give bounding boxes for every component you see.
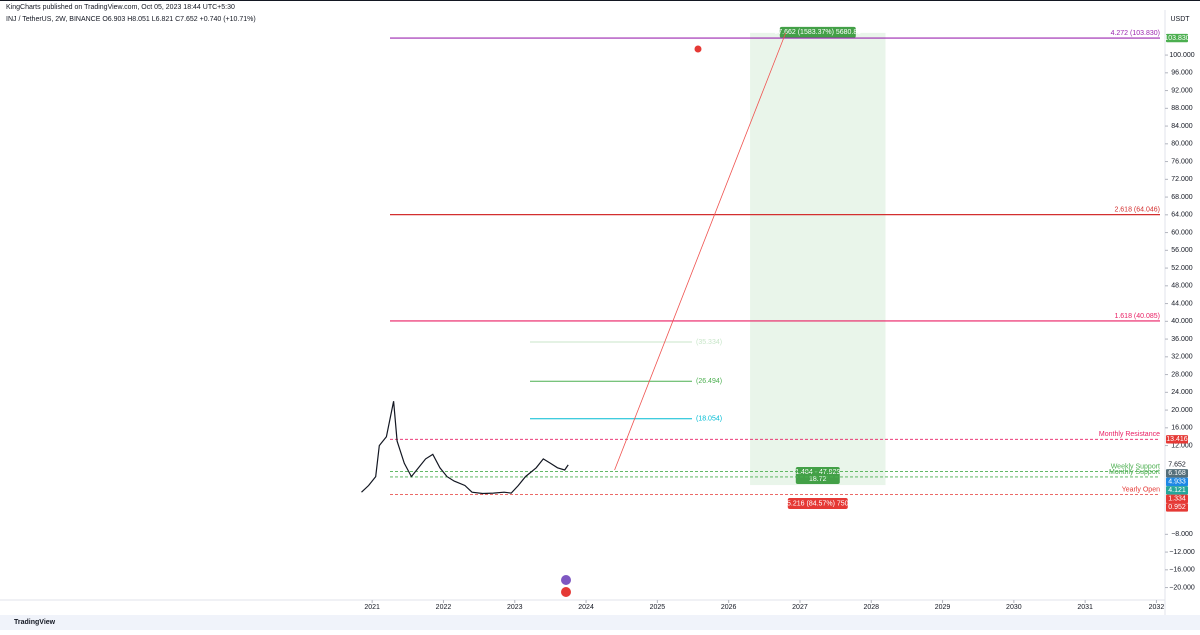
target-zone (750, 32, 886, 486)
fib-label: (26.494) (696, 378, 722, 385)
publisher: KingCharts published on TradingView.com,… (6, 4, 235, 11)
x-tick-label: 2030 (1006, 604, 1022, 611)
price-tag-label: 4.933 (1168, 479, 1186, 486)
y-tick-label: 100.000 (1169, 52, 1194, 59)
price-tag-label: 1.334 (1168, 496, 1186, 503)
price-tag-label: 6.168 (1168, 470, 1186, 477)
x-tick-label: 2024 (578, 604, 594, 611)
price-tag (1166, 460, 1188, 470)
projection-line (614, 32, 787, 471)
y-tick-label: 72.000 (1171, 176, 1193, 183)
y-tick-label: 52.000 (1171, 265, 1193, 272)
x-tick-label: 2026 (721, 604, 737, 611)
level-label: Monthly Resistance (1099, 431, 1160, 438)
event-icon (561, 575, 571, 585)
y-tick-label: 80.000 (1171, 141, 1193, 148)
y-tick-label: 68.000 (1171, 194, 1193, 201)
price-tag (1166, 494, 1188, 504)
level-label: 2.618 (64.046) (1114, 206, 1160, 213)
price-tag-label: 103.830 (1164, 35, 1189, 42)
zone-mid-label: 1.484 - 47.929 (795, 469, 840, 476)
fib-label: (35.334) (696, 339, 722, 346)
y-tick-label: 32.000 (1171, 354, 1193, 361)
x-tick-label: 2028 (863, 604, 879, 611)
flag-icon (561, 587, 571, 597)
price-tag-label: 7.652 (1168, 462, 1186, 469)
price-line (361, 401, 569, 495)
y-tick-label: 20.000 (1171, 407, 1193, 414)
y-tick-label: 28.000 (1171, 371, 1193, 378)
y-tick-label: 60.000 (1171, 229, 1193, 236)
x-tick-label: 2025 (650, 604, 666, 611)
magnet-icon (694, 45, 702, 53)
x-tick-label: 2031 (1077, 604, 1093, 611)
y-tick-label: 88.000 (1171, 105, 1193, 112)
price-tag (1166, 477, 1188, 487)
y-tick-label: 24.000 (1171, 389, 1193, 396)
zone-mid-sub: 18.72 (809, 476, 827, 483)
x-tick-label: 2022 (436, 604, 452, 611)
y-tick-label: −8.000 (1171, 531, 1193, 538)
symbol-line: INJ / TetherUS, 2W, BINANCE O6.903 H8.05… (6, 16, 256, 23)
y-tick-label: 56.000 (1171, 247, 1193, 254)
zone-loss-label: 5.216 (84.57%) 750 (787, 500, 849, 507)
y-tick-label: 92.000 (1171, 87, 1193, 94)
fib-label: (18.054) (696, 416, 722, 423)
currency: USDT (1170, 16, 1190, 23)
price-tag-label: 13.416 (1166, 436, 1188, 443)
y-tick-label: −12.000 (1169, 549, 1195, 556)
level-label: 4.272 (103.830) (1111, 30, 1160, 37)
y-tick-label: 40.000 (1171, 318, 1193, 325)
x-tick-label: 2032 (1149, 604, 1165, 611)
x-tick-label: 2027 (792, 604, 808, 611)
zone-top-label: 97.662 (1583.37%) 5680.89 (774, 29, 861, 36)
x-tick-label: 2029 (935, 604, 951, 611)
top-border (0, 0, 1200, 1)
y-tick-label: 44.000 (1171, 300, 1193, 307)
level-label: 1.618 (40.085) (1114, 313, 1160, 320)
footer-brand: TradingView (14, 619, 56, 626)
price-tag (1166, 435, 1188, 444)
y-tick-label: 12.000 (1171, 442, 1193, 449)
x-tick-label: 2021 (364, 604, 380, 611)
y-tick-label: 36.000 (1171, 336, 1193, 343)
y-tick-label: 84.000 (1171, 123, 1193, 130)
price-tag (1166, 33, 1188, 43)
price-tag (1166, 503, 1188, 512)
level-label: Weekly Support (1111, 463, 1160, 470)
y-tick-label: −20.000 (1169, 584, 1195, 591)
x-tick-label: 2023 (507, 604, 523, 611)
level-label: Monthly Support (1109, 469, 1160, 476)
zone-top-label-bg (779, 26, 856, 38)
price-tag-label: 0.952 (1168, 504, 1186, 511)
y-tick-label: 64.000 (1171, 212, 1193, 219)
zone-loss-label-bg (787, 498, 848, 509)
price-tag (1166, 486, 1188, 495)
level-label: Yearly Open (1122, 486, 1160, 493)
price-tag (1166, 469, 1188, 478)
price-tag-label: 4.121 (1168, 487, 1186, 494)
y-tick-label: 48.000 (1171, 283, 1193, 290)
y-tick-label: 76.000 (1171, 158, 1193, 165)
y-tick-label: 16.000 (1171, 425, 1193, 432)
y-tick-label: 96.000 (1171, 70, 1193, 77)
y-tick-label: −16.000 (1169, 567, 1195, 574)
footer (0, 615, 1200, 630)
